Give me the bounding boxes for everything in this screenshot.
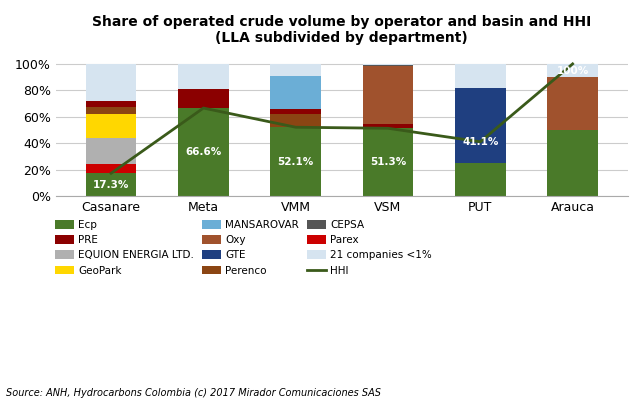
Bar <box>455 88 505 163</box>
Bar <box>270 64 321 76</box>
Bar <box>363 124 413 128</box>
Bar <box>270 114 321 127</box>
Text: 52.1%: 52.1% <box>278 157 314 167</box>
Bar <box>86 64 136 100</box>
Text: Source: ANH, Hydrocarbons Colombia (c) 2017 Mirador Comunicaciones SAS: Source: ANH, Hydrocarbons Colombia (c) 2… <box>6 388 381 398</box>
Legend: Ecp, PRE, EQUION ENERGIA LTD., GeoPark, MANSAROVAR, Oxy, GTE, Perenco, CEPSA, Pa: Ecp, PRE, EQUION ENERGIA LTD., GeoPark, … <box>55 220 432 276</box>
Text: 41.1%: 41.1% <box>462 137 498 147</box>
Bar <box>270 109 321 114</box>
Bar <box>86 107 136 114</box>
Bar <box>178 108 229 196</box>
Text: 17.3%: 17.3% <box>93 180 129 190</box>
Text: 66.6%: 66.6% <box>185 147 222 157</box>
Text: 51.3%: 51.3% <box>370 157 406 167</box>
Bar <box>86 173 136 196</box>
Bar <box>363 66 413 124</box>
Bar <box>455 64 505 88</box>
HHI <box>384 126 392 131</box>
Line: HHI: HHI <box>111 64 573 173</box>
HHI <box>107 171 115 176</box>
Bar <box>178 64 229 89</box>
Bar <box>547 77 598 130</box>
HHI <box>199 106 207 110</box>
Bar <box>363 128 413 196</box>
Bar <box>86 138 136 164</box>
Bar <box>455 163 505 196</box>
Bar <box>547 130 598 196</box>
Text: 100%: 100% <box>556 66 589 76</box>
Bar <box>363 64 413 66</box>
Bar <box>270 127 321 196</box>
Bar <box>270 76 321 109</box>
HHI <box>569 62 577 66</box>
Bar <box>86 114 136 138</box>
Bar <box>178 89 229 108</box>
Title: Share of operated crude volume by operator and basin and HHI
(LLA subdivided by : Share of operated crude volume by operat… <box>92 15 592 45</box>
HHI <box>292 125 300 130</box>
HHI <box>476 139 484 144</box>
Bar <box>86 100 136 107</box>
Bar <box>547 64 598 77</box>
Bar <box>86 164 136 173</box>
